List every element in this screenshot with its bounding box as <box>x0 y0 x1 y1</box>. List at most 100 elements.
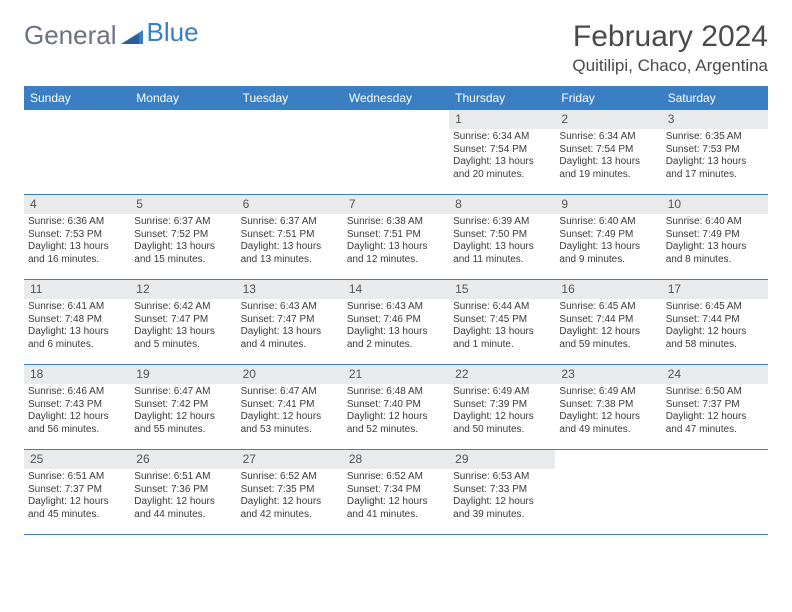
day-body: Sunrise: 6:48 AMSunset: 7:40 PMDaylight:… <box>343 384 449 440</box>
day-body: Sunrise: 6:36 AMSunset: 7:53 PMDaylight:… <box>24 214 130 270</box>
sunset-line: Sunset: 7:34 PM <box>347 484 445 497</box>
week-row: 4Sunrise: 6:36 AMSunset: 7:53 PMDaylight… <box>24 195 768 280</box>
week-row: 1Sunrise: 6:34 AMSunset: 7:54 PMDaylight… <box>24 110 768 195</box>
sunrise-line: Sunrise: 6:43 AM <box>347 301 445 314</box>
daylight-line: Daylight: 13 hours and 1 minute. <box>453 326 551 351</box>
calendar: SundayMondayTuesdayWednesdayThursdayFrid… <box>24 86 768 535</box>
sunset-line: Sunset: 7:49 PM <box>666 229 764 242</box>
sunrise-line: Sunrise: 6:51 AM <box>28 471 126 484</box>
day-body: Sunrise: 6:50 AMSunset: 7:37 PMDaylight:… <box>662 384 768 440</box>
daylight-line: Daylight: 12 hours and 49 minutes. <box>559 411 657 436</box>
day-body: Sunrise: 6:34 AMSunset: 7:54 PMDaylight:… <box>555 129 661 185</box>
day-number: 19 <box>130 365 236 384</box>
day-cell: 6Sunrise: 6:37 AMSunset: 7:51 PMDaylight… <box>237 195 343 279</box>
sunset-line: Sunset: 7:45 PM <box>453 314 551 327</box>
day-body: Sunrise: 6:37 AMSunset: 7:52 PMDaylight:… <box>130 214 236 270</box>
sunset-line: Sunset: 7:51 PM <box>241 229 339 242</box>
day-cell: 7Sunrise: 6:38 AMSunset: 7:51 PMDaylight… <box>343 195 449 279</box>
day-number: 10 <box>662 195 768 214</box>
day-cell: 22Sunrise: 6:49 AMSunset: 7:39 PMDayligh… <box>449 365 555 449</box>
day-body: Sunrise: 6:37 AMSunset: 7:51 PMDaylight:… <box>237 214 343 270</box>
sunset-line: Sunset: 7:36 PM <box>134 484 232 497</box>
sunset-line: Sunset: 7:35 PM <box>241 484 339 497</box>
sunrise-line: Sunrise: 6:34 AM <box>559 131 657 144</box>
daylight-line: Daylight: 13 hours and 9 minutes. <box>559 241 657 266</box>
page-title: February 2024 <box>572 20 768 54</box>
sunset-line: Sunset: 7:47 PM <box>241 314 339 327</box>
day-body: Sunrise: 6:45 AMSunset: 7:44 PMDaylight:… <box>555 299 661 355</box>
daylight-line: Daylight: 13 hours and 11 minutes. <box>453 241 551 266</box>
sunset-line: Sunset: 7:53 PM <box>28 229 126 242</box>
day-body: Sunrise: 6:46 AMSunset: 7:43 PMDaylight:… <box>24 384 130 440</box>
sunrise-line: Sunrise: 6:37 AM <box>134 216 232 229</box>
sunrise-line: Sunrise: 6:52 AM <box>241 471 339 484</box>
day-cell: 24Sunrise: 6:50 AMSunset: 7:37 PMDayligh… <box>662 365 768 449</box>
day-number: 15 <box>449 280 555 299</box>
day-cell: 29Sunrise: 6:53 AMSunset: 7:33 PMDayligh… <box>449 450 555 534</box>
day-cell: 2Sunrise: 6:34 AMSunset: 7:54 PMDaylight… <box>555 110 661 194</box>
day-number: 1 <box>449 110 555 129</box>
day-cell: 25Sunrise: 6:51 AMSunset: 7:37 PMDayligh… <box>24 450 130 534</box>
day-cell: 28Sunrise: 6:52 AMSunset: 7:34 PMDayligh… <box>343 450 449 534</box>
daylight-line: Daylight: 12 hours and 45 minutes. <box>28 496 126 521</box>
day-body: Sunrise: 6:38 AMSunset: 7:51 PMDaylight:… <box>343 214 449 270</box>
day-cell: 9Sunrise: 6:40 AMSunset: 7:49 PMDaylight… <box>555 195 661 279</box>
daylight-line: Daylight: 13 hours and 6 minutes. <box>28 326 126 351</box>
day-cell: 4Sunrise: 6:36 AMSunset: 7:53 PMDaylight… <box>24 195 130 279</box>
weekday-header: Monday <box>130 86 236 110</box>
day-number: 3 <box>662 110 768 129</box>
empty-cell <box>662 450 768 534</box>
daylight-line: Daylight: 12 hours and 58 minutes. <box>666 326 764 351</box>
day-body: Sunrise: 6:45 AMSunset: 7:44 PMDaylight:… <box>662 299 768 355</box>
daylight-line: Daylight: 12 hours and 53 minutes. <box>241 411 339 436</box>
day-body: Sunrise: 6:53 AMSunset: 7:33 PMDaylight:… <box>449 469 555 525</box>
day-cell: 3Sunrise: 6:35 AMSunset: 7:53 PMDaylight… <box>662 110 768 194</box>
weekday-header: Friday <box>555 86 661 110</box>
day-number: 11 <box>24 280 130 299</box>
weekday-header: Saturday <box>662 86 768 110</box>
daylight-line: Daylight: 13 hours and 12 minutes. <box>347 241 445 266</box>
empty-cell <box>343 110 449 194</box>
day-number: 20 <box>237 365 343 384</box>
day-body: Sunrise: 6:40 AMSunset: 7:49 PMDaylight:… <box>662 214 768 270</box>
day-cell: 15Sunrise: 6:44 AMSunset: 7:45 PMDayligh… <box>449 280 555 364</box>
sunrise-line: Sunrise: 6:45 AM <box>559 301 657 314</box>
sunset-line: Sunset: 7:50 PM <box>453 229 551 242</box>
daylight-line: Daylight: 13 hours and 16 minutes. <box>28 241 126 266</box>
day-body: Sunrise: 6:52 AMSunset: 7:34 PMDaylight:… <box>343 469 449 525</box>
daylight-line: Daylight: 12 hours and 56 minutes. <box>28 411 126 436</box>
sunset-line: Sunset: 7:54 PM <box>559 144 657 157</box>
day-body: Sunrise: 6:34 AMSunset: 7:54 PMDaylight:… <box>449 129 555 185</box>
sunrise-line: Sunrise: 6:41 AM <box>28 301 126 314</box>
day-body: Sunrise: 6:47 AMSunset: 7:41 PMDaylight:… <box>237 384 343 440</box>
day-cell: 5Sunrise: 6:37 AMSunset: 7:52 PMDaylight… <box>130 195 236 279</box>
day-number: 21 <box>343 365 449 384</box>
day-number: 4 <box>24 195 130 214</box>
day-body: Sunrise: 6:40 AMSunset: 7:49 PMDaylight:… <box>555 214 661 270</box>
day-cell: 16Sunrise: 6:45 AMSunset: 7:44 PMDayligh… <box>555 280 661 364</box>
day-number: 17 <box>662 280 768 299</box>
day-body: Sunrise: 6:35 AMSunset: 7:53 PMDaylight:… <box>662 129 768 185</box>
logo-text-1: General <box>24 20 117 51</box>
day-body: Sunrise: 6:51 AMSunset: 7:37 PMDaylight:… <box>24 469 130 525</box>
daylight-line: Daylight: 12 hours and 44 minutes. <box>134 496 232 521</box>
sunrise-line: Sunrise: 6:38 AM <box>347 216 445 229</box>
day-number: 24 <box>662 365 768 384</box>
sunrise-line: Sunrise: 6:42 AM <box>134 301 232 314</box>
week-row: 25Sunrise: 6:51 AMSunset: 7:37 PMDayligh… <box>24 450 768 535</box>
daylight-line: Daylight: 13 hours and 15 minutes. <box>134 241 232 266</box>
day-cell: 20Sunrise: 6:47 AMSunset: 7:41 PMDayligh… <box>237 365 343 449</box>
day-number: 25 <box>24 450 130 469</box>
sunset-line: Sunset: 7:40 PM <box>347 399 445 412</box>
daylight-line: Daylight: 13 hours and 20 minutes. <box>453 156 551 181</box>
weekday-header: Thursday <box>449 86 555 110</box>
daylight-line: Daylight: 12 hours and 47 minutes. <box>666 411 764 436</box>
day-cell: 21Sunrise: 6:48 AMSunset: 7:40 PMDayligh… <box>343 365 449 449</box>
sunrise-line: Sunrise: 6:37 AM <box>241 216 339 229</box>
sunset-line: Sunset: 7:48 PM <box>28 314 126 327</box>
sunset-line: Sunset: 7:42 PM <box>134 399 232 412</box>
day-body: Sunrise: 6:43 AMSunset: 7:46 PMDaylight:… <box>343 299 449 355</box>
sunset-line: Sunset: 7:53 PM <box>666 144 764 157</box>
sunset-line: Sunset: 7:33 PM <box>453 484 551 497</box>
day-body: Sunrise: 6:51 AMSunset: 7:36 PMDaylight:… <box>130 469 236 525</box>
